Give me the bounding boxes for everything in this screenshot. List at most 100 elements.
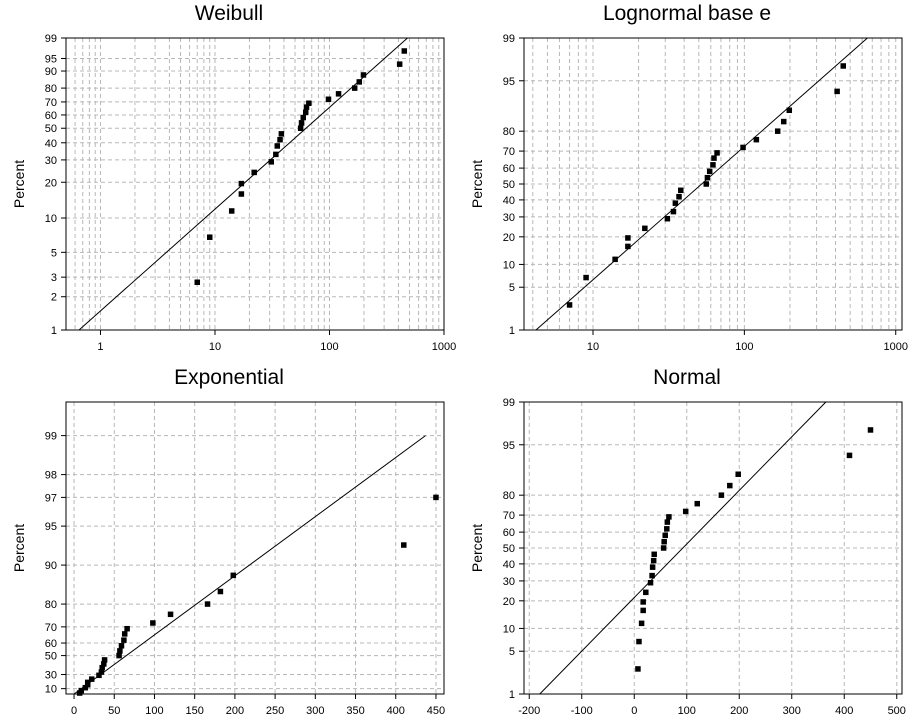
data-point — [636, 638, 642, 645]
y-tick-label: 1 — [509, 325, 515, 337]
y-tick-label: 40 — [503, 559, 515, 571]
data-point — [672, 200, 679, 206]
y-tick-label: 90 — [45, 560, 57, 572]
y-tick-label: 60 — [503, 527, 515, 539]
data-point — [230, 572, 237, 579]
data-point — [302, 109, 309, 116]
data-point — [710, 162, 716, 168]
data-point — [251, 169, 257, 176]
data-point — [277, 136, 283, 143]
x-tick-label: 100 — [145, 705, 163, 717]
data-point — [401, 48, 408, 54]
fit-line — [73, 435, 426, 695]
lognormal-plot: 10 100 1000 1 5 10 20 30 40 50 60 70 80 95 99 — [503, 33, 908, 353]
y-tick-label: 70 — [503, 146, 515, 158]
data-point — [661, 538, 667, 545]
data-point — [649, 572, 655, 579]
x-tick-label: 100 — [735, 341, 753, 353]
data-point — [396, 61, 403, 67]
x-tick-label: 200 — [226, 705, 244, 717]
data-point — [678, 187, 684, 194]
data-point — [99, 664, 105, 671]
y-tick-label: 20 — [503, 232, 515, 244]
data-point — [101, 661, 107, 667]
y-tick-label: 60 — [45, 110, 57, 122]
weibull-panel: 1 10 100 1000 1 2 3 5 10 20 30 40 50 60 70 80 90 95 99 Wei… — [0, 0, 458, 364]
data-point — [121, 631, 128, 637]
x-tick-label: 300 — [306, 705, 324, 717]
x-tick-label: 500 — [888, 705, 906, 717]
y-tick-label: 30 — [503, 212, 515, 224]
data-point — [682, 508, 689, 515]
x-tick-label: 0 — [631, 705, 637, 717]
data-point — [635, 666, 641, 672]
x-tick-label: 100 — [678, 705, 696, 717]
chart-title: Lognormal base e — [602, 2, 772, 25]
y-tick-label: 99 — [45, 33, 57, 45]
x-tick-label: 100 — [320, 341, 338, 353]
data-point — [297, 125, 304, 131]
data-point — [703, 181, 710, 187]
data-point — [676, 193, 682, 200]
y-tick-label: 2 — [51, 292, 57, 304]
data-point — [325, 96, 332, 103]
data-point — [714, 150, 720, 156]
x-tick-label: 0 — [71, 705, 77, 717]
x-tick-label: 300 — [783, 705, 801, 717]
data-point — [116, 652, 122, 659]
data-point — [356, 79, 363, 85]
y-tick-label: 80 — [503, 490, 515, 502]
data-point — [718, 492, 725, 498]
y-tick-label: 30 — [503, 576, 515, 588]
data-point — [433, 494, 439, 501]
data-point — [278, 131, 285, 137]
data-point — [228, 208, 235, 214]
data-point — [666, 514, 672, 520]
fit-line — [539, 401, 827, 695]
x-tick-label: 150 — [186, 705, 204, 717]
y-tick-label: 90 — [45, 66, 57, 78]
data-point — [612, 256, 618, 263]
data-point — [300, 114, 307, 121]
data-point — [780, 118, 787, 125]
chart-title: Weibull — [194, 2, 264, 25]
data-point — [78, 687, 85, 694]
x-tick-label: 1 — [97, 341, 103, 353]
data-point — [660, 545, 667, 551]
data-point — [670, 208, 677, 215]
data-point — [664, 215, 671, 222]
data-point — [298, 120, 305, 126]
data-point — [303, 104, 310, 110]
data-point — [640, 599, 646, 605]
x-tick-label: 10 — [587, 341, 599, 353]
y-tick-label: 70 — [503, 510, 515, 522]
data-point — [118, 643, 125, 649]
data-point — [204, 601, 211, 607]
x-tick-label: 350 — [346, 705, 364, 717]
data-point — [867, 427, 874, 433]
data-point — [217, 588, 224, 595]
y-axis-label: Percent — [11, 523, 27, 573]
x-tick-label: -200 — [518, 705, 540, 717]
data-point — [650, 557, 657, 564]
chart-title: Exponential — [174, 366, 284, 389]
y-tick-label: 50 — [45, 123, 57, 135]
exponential-panel: 0 50 100 150 200 250 300 350 400 450 10 30 50 60 70 80 9… — [0, 364, 458, 728]
data-point — [268, 159, 274, 165]
data-point — [124, 625, 130, 632]
data-point — [360, 72, 367, 78]
data-point — [88, 676, 95, 682]
y-tick-label: 40 — [45, 138, 57, 150]
x-tick-label: 200 — [730, 705, 748, 717]
x-tick-label: 400 — [835, 705, 853, 717]
data-point — [625, 235, 631, 241]
exponential-plot: 0 50 100 150 200 250 300 350 400 4501030506070809… — [45, 401, 445, 717]
data-point — [273, 151, 279, 158]
y-tick-label: 60 — [503, 163, 515, 175]
x-tick-label: 250 — [266, 705, 284, 717]
data-point — [121, 637, 127, 643]
data-point — [740, 144, 746, 151]
y-tick-label: 5 — [51, 247, 57, 259]
data-point — [150, 620, 156, 626]
data-point — [846, 452, 853, 459]
